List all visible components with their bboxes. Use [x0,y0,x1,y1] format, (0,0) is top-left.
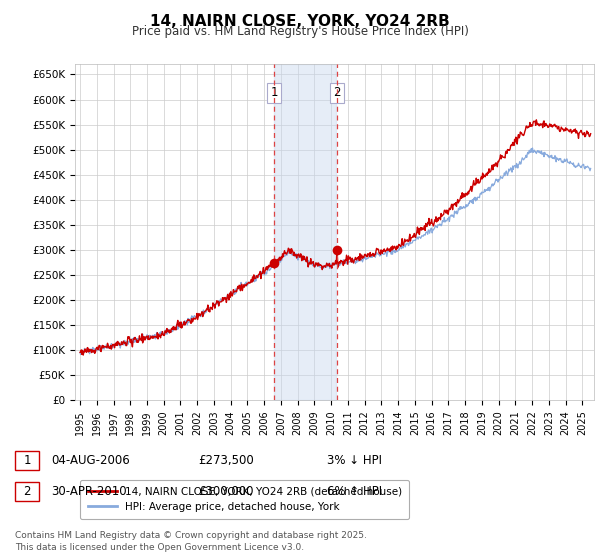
Legend: 14, NAIRN CLOSE, YORK, YO24 2RB (detached house), HPI: Average price, detached h: 14, NAIRN CLOSE, YORK, YO24 2RB (detache… [80,479,409,519]
Text: £273,500: £273,500 [198,454,254,467]
Text: 1: 1 [23,454,31,467]
Text: 1: 1 [271,86,278,100]
Text: £300,000: £300,000 [198,484,254,498]
Text: 6% ↑ HPI: 6% ↑ HPI [327,484,382,498]
Text: 30-APR-2010: 30-APR-2010 [51,484,127,498]
Text: 2: 2 [333,86,340,100]
Text: 04-AUG-2006: 04-AUG-2006 [51,454,130,467]
Text: 14, NAIRN CLOSE, YORK, YO24 2RB: 14, NAIRN CLOSE, YORK, YO24 2RB [150,14,450,29]
Text: Price paid vs. HM Land Registry's House Price Index (HPI): Price paid vs. HM Land Registry's House … [131,25,469,38]
Text: Contains HM Land Registry data © Crown copyright and database right 2025.
This d: Contains HM Land Registry data © Crown c… [15,531,367,552]
Text: 3% ↓ HPI: 3% ↓ HPI [327,454,382,467]
Text: 2: 2 [23,484,31,498]
